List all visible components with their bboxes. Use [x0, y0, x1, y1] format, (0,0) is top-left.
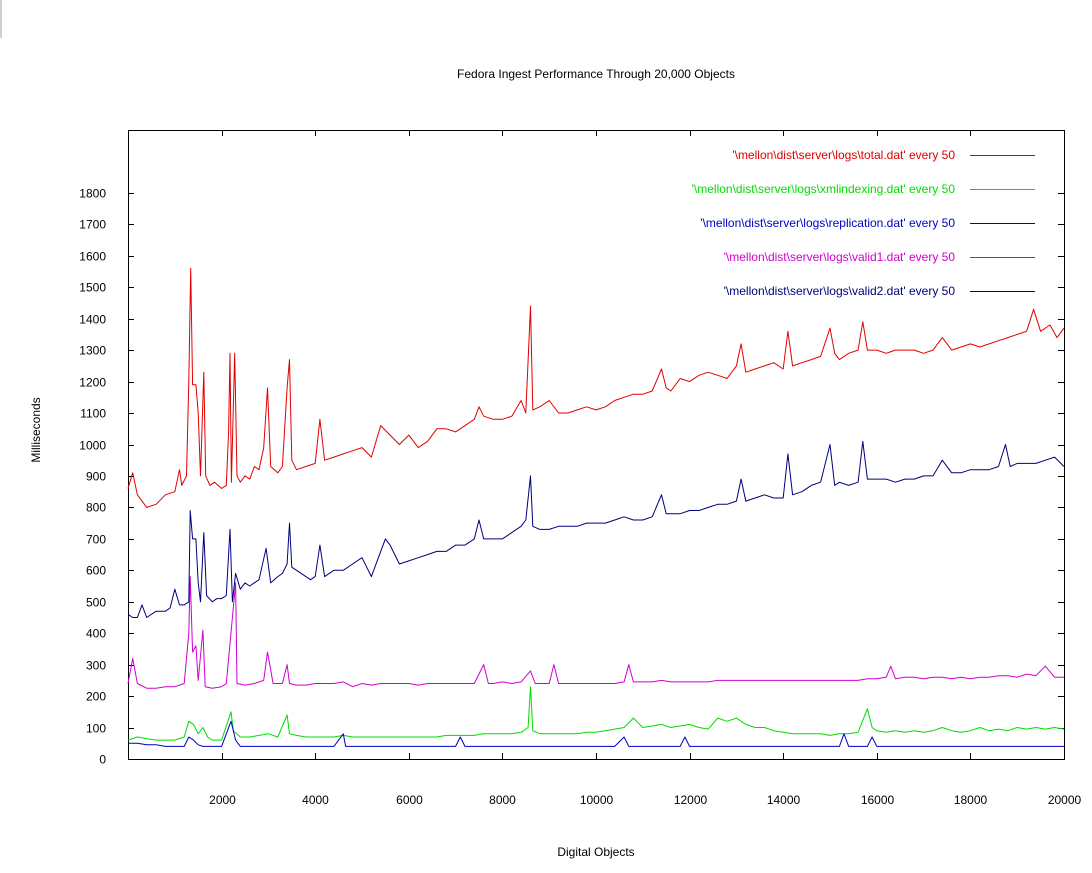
- y-tick-label: 800: [86, 501, 106, 515]
- series-line-3: [127, 576, 1064, 689]
- legend-label-3: '\mellon\dist\server\logs\valid1.dat' ev…: [724, 250, 956, 264]
- y-tick-label: 1700: [79, 218, 106, 232]
- y-tick-label: 0: [99, 753, 106, 767]
- window-edge-mark: [0, 0, 2, 38]
- x-tick-label: 20000: [1048, 793, 1082, 807]
- y-tick-label: 500: [86, 596, 106, 610]
- y-tick-label: 100: [86, 722, 106, 736]
- y-tick-label: 1100: [80, 407, 106, 421]
- y-tick-label: 1200: [79, 376, 106, 390]
- x-tick-label: 6000: [396, 793, 423, 807]
- series-layer: [127, 267, 1065, 747]
- x-tick-label: 18000: [954, 793, 988, 807]
- y-axis-label: Milliseconds: [29, 397, 43, 462]
- y-tick-label: 1800: [79, 187, 106, 201]
- axis-ticks: 2000 4000 6000 8000 10000 12000 14000 16000 1800…: [79, 130, 1082, 807]
- y-tick-label: 1400: [79, 313, 106, 327]
- x-tick-label: 14000: [767, 793, 801, 807]
- series-line-1: [127, 686, 1065, 741]
- y-tick-label: 1000: [79, 439, 106, 453]
- x-tick-label: 12000: [674, 793, 708, 807]
- series-line-2: [128, 720, 1064, 747]
- chart-title: Fedora Ingest Performance Through 20,000…: [457, 67, 735, 81]
- y-tick-label: 1500: [79, 281, 106, 295]
- x-tick-label: 16000: [861, 793, 895, 807]
- y-tick-label: 1600: [79, 250, 106, 264]
- legend-label-2: '\mellon\dist\server\logs\replication.da…: [700, 216, 955, 230]
- legend-label-1: '\mellon\dist\server\logs\xmlindexing.da…: [692, 182, 956, 196]
- y-tick-label: 200: [86, 690, 106, 704]
- legend-label-0: '\mellon\dist\server\logs\total.dat' eve…: [732, 148, 955, 162]
- x-axis-label: Digital Objects: [557, 845, 634, 859]
- y-tick-label: 700: [86, 533, 106, 547]
- x-tick-label: 4000: [302, 793, 329, 807]
- x-tick-label: 2000: [209, 793, 236, 807]
- y-tick-label: 400: [86, 627, 106, 641]
- y-tick-label: 900: [86, 470, 106, 484]
- x-tick-label: 8000: [489, 793, 516, 807]
- legend: '\mellon\dist\server\logs\total.dat' eve…: [692, 148, 1035, 298]
- y-tick-label: 1300: [79, 344, 106, 358]
- series-line-0: [127, 267, 1065, 508]
- y-tick-label: 300: [86, 659, 106, 673]
- series-line-4: [127, 440, 1065, 618]
- y-tick-label: 600: [86, 564, 106, 578]
- legend-label-4: '\mellon\dist\server\logs\valid2.dat' ev…: [724, 284, 956, 298]
- x-tick-label: 10000: [580, 793, 614, 807]
